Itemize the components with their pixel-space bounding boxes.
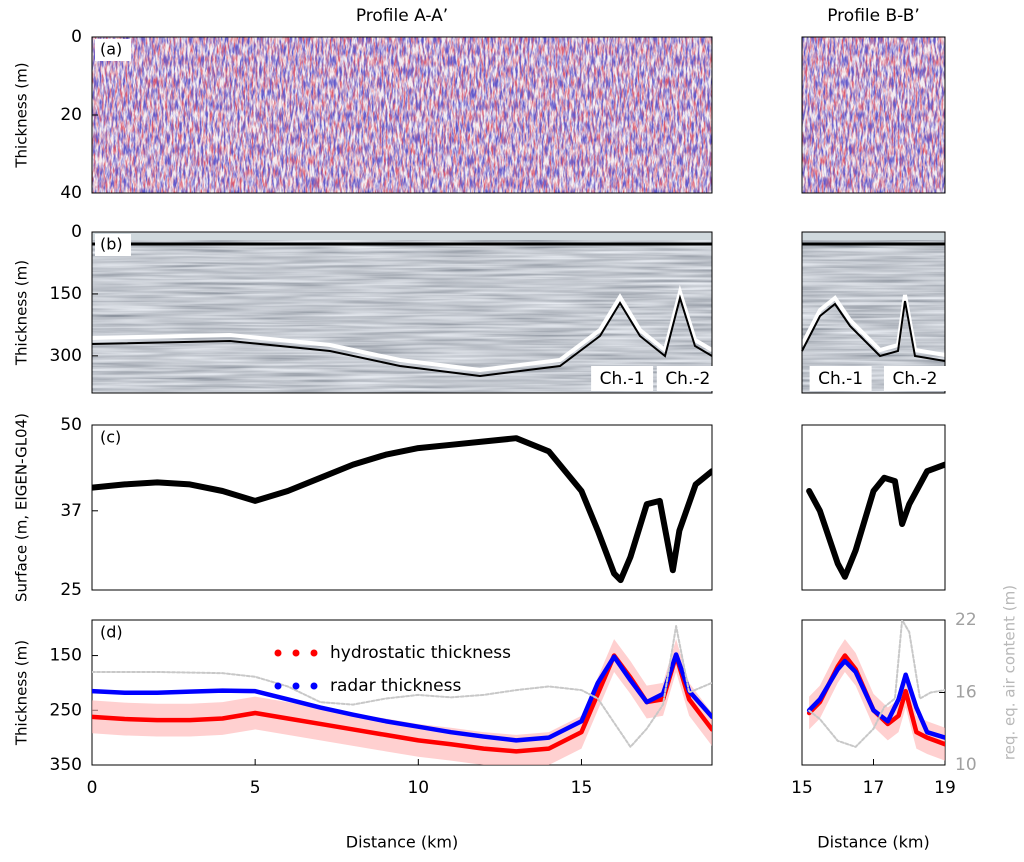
plot-frame [801,231,946,394]
y-tick-label: 250 [50,700,82,720]
y-tick-label: 37 [60,501,82,521]
y-tick-label: 0 [71,27,82,47]
x-tick-label: 15 [571,778,593,798]
y2-tick-label: 16 [955,683,977,703]
panel-title: Profile A-A’ [356,6,448,26]
y2-tick-label: 22 [955,610,977,630]
panel-label: (a) [100,40,122,59]
y-tick-label: 150 [50,284,82,304]
reflector-dark [91,294,713,378]
panel-label-box [95,622,131,644]
x-tick-label: 10 [407,778,429,798]
series-group [92,625,712,765]
y-axis-label: Surface (m, EIGEN-GL04) [13,413,31,602]
y-tick-label: 20 [60,105,82,125]
annotation-box [591,366,654,391]
series-line [92,435,712,584]
y2-tick-label: 10 [955,755,977,775]
y-tick-label: 40 [60,183,82,203]
x-tick-label: 5 [250,778,261,798]
y-axis-label: Thickness (m) [13,260,31,366]
panel-label: (b) [100,235,123,254]
y2-axis-label: req. eq. air content (m) [1001,585,1019,760]
legend-marker [310,682,318,690]
series-group [806,461,945,580]
x-tick-label: 17 [863,778,885,798]
series-group [806,620,945,761]
x-tick-label: 0 [87,778,98,798]
reflector-dark [801,300,946,362]
series-group [92,435,712,584]
legend-marker [274,649,282,657]
x-tick-label: 15 [791,778,813,798]
legend-marker [292,682,300,690]
annotation: Ch.-1 [600,369,645,389]
legend-label: radar thickness [330,676,461,696]
x-tick-label: 19 [934,778,956,798]
reflector-white [91,284,714,373]
radargram-blue [802,37,945,193]
panel-label-box [95,427,131,449]
panel-label: (c) [100,428,121,447]
series-line [92,625,712,748]
legend-label: hydrostatic thickness [330,643,511,663]
panel-label-box [95,234,131,256]
panel-label: (d) [100,623,123,642]
reflector-white [800,294,946,357]
surface-band [802,232,945,240]
y-tick-label: 300 [50,346,82,366]
error-band [809,639,945,761]
series-line [806,461,945,580]
legend-marker [292,649,300,657]
y-tick-label: 50 [60,415,82,435]
y-tick-label: 150 [50,646,82,666]
panel-title: Profile B-B’ [827,6,920,26]
annotation: Ch.-1 [818,369,863,389]
plot-frame [91,231,713,394]
x-axis-label: Distance (km) [346,833,458,852]
y-tick-label: 0 [71,222,82,242]
series-line [92,652,712,743]
radargram-blue [92,37,712,193]
legend-marker [274,682,282,690]
legend-marker [310,649,318,657]
annotation: Ch.-2 [892,369,937,389]
annotation-box [883,366,946,391]
y-tick-label: 25 [60,580,82,600]
plot-frame [801,424,946,591]
y-axis-label: Thickness (m) [13,640,31,746]
annotation-box [656,366,719,391]
panel-label-box [95,39,131,61]
series-line [808,620,945,748]
plot-frame [91,424,713,591]
annotation-box [809,366,872,391]
annotation: Ch.-2 [665,369,710,389]
y-tick-label: 350 [50,755,82,775]
surface-band [92,232,712,240]
y-axis-label: Thickness (m) [13,62,31,168]
plot-frame [801,36,946,194]
x-axis-label: Distance (km) [817,833,929,852]
